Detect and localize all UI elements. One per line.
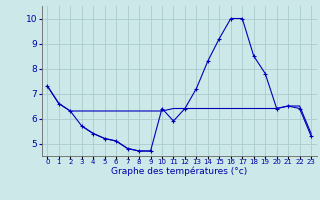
X-axis label: Graphe des températures (°c): Graphe des températures (°c) <box>111 167 247 176</box>
